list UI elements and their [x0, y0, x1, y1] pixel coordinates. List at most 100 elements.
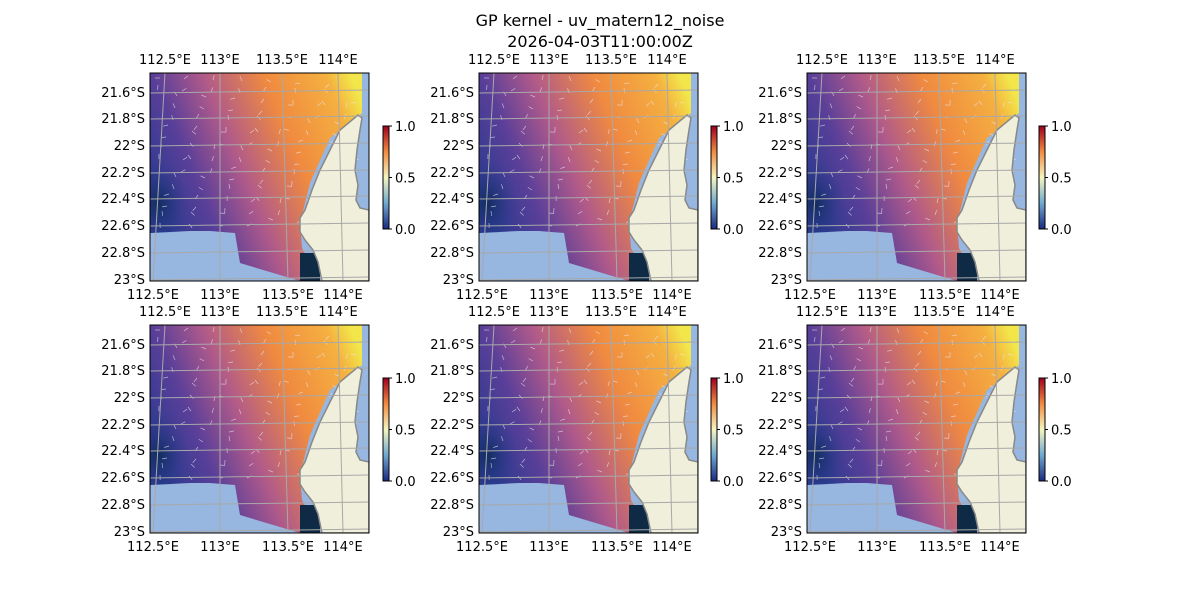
axes-frame	[478, 324, 699, 534]
velocity-arrow	[540, 156, 543, 162]
velocity-arrow	[953, 151, 959, 154]
y-tick-label: 22.2°S	[430, 166, 474, 181]
velocity-arrow	[577, 463, 583, 467]
velocity-arrow	[895, 409, 899, 415]
velocity-arrow	[907, 198, 913, 203]
velocity-arrow	[502, 424, 506, 430]
gridline-lat	[479, 447, 698, 452]
velocity-arrow	[917, 350, 922, 356]
velocity-arrow	[239, 76, 243, 82]
velocity-arrow	[829, 355, 833, 361]
velocity-arrow	[283, 380, 289, 383]
panel-2: 112.5°E 113°E 113.5°E 114°E 112.5°E 113°E 113.…	[430, 53, 743, 303]
velocity-arrow	[962, 130, 966, 136]
gridline-lat	[150, 142, 369, 147]
y-tick-label: 22.8°S	[430, 246, 474, 261]
velocity-arrow	[334, 373, 340, 377]
velocity-arrow	[982, 335, 987, 340]
gridline-lat	[807, 115, 1026, 120]
velocity-arrow	[819, 457, 825, 460]
gridline-lon	[666, 325, 673, 533]
gridline-lat	[150, 169, 369, 174]
y-tick-label: 22.8°S	[758, 246, 802, 261]
gridline-lat	[479, 367, 698, 372]
gridline-lon	[666, 73, 673, 281]
velocity-arrow	[855, 186, 861, 191]
panel-1: 112.5°E 113°E 113.5°E 114°E 112.5°E 113°E 113.…	[101, 53, 415, 303]
velocity-arrow	[231, 418, 237, 421]
velocity-arrow	[210, 339, 214, 345]
velocity-arrow	[193, 377, 198, 383]
velocity-arrow	[298, 391, 304, 395]
x-tick-label-bottom: 112.5°E	[784, 540, 836, 555]
velocity-arrow	[295, 82, 301, 85]
velocity-arrow	[917, 98, 922, 104]
gridline-lat	[807, 421, 1026, 426]
y-tick-label: 21.8°S	[758, 364, 802, 379]
velocity-arrow	[597, 469, 603, 473]
colorbar-tick-label: 1.0	[723, 120, 744, 135]
velocity-arrow	[991, 121, 997, 125]
y-tick-label: 22°S	[443, 391, 474, 406]
velocity-arrow	[636, 118, 640, 124]
velocity-arrow	[249, 129, 255, 134]
velocity-arrow	[559, 97, 565, 100]
velocity-arrow	[254, 127, 259, 133]
velocity-arrow	[925, 469, 931, 473]
colorbar: 0.0 0.5 1.0	[710, 372, 744, 490]
velocity-arrow	[307, 370, 311, 376]
velocity-arrow	[645, 354, 651, 359]
low-value-region	[807, 113, 892, 233]
map-area	[479, 325, 698, 533]
velocity-arrow	[530, 346, 536, 350]
velocity-arrow	[839, 156, 845, 161]
land-coastline	[956, 366, 1026, 533]
velocity-arrow	[198, 186, 204, 191]
velocity-arrow	[887, 349, 893, 352]
gridline-lat	[807, 89, 1026, 94]
velocity-arrow	[922, 160, 928, 164]
velocity-arrow	[597, 217, 603, 221]
velocity-arrow	[962, 382, 966, 388]
velocity-arrow	[606, 210, 610, 216]
gridline-lon	[481, 73, 495, 281]
velocity-arrow	[867, 339, 871, 345]
velocity-arrow	[501, 355, 505, 361]
velocity-arrow	[519, 463, 524, 468]
gridline-lon	[938, 73, 946, 281]
velocity-arrow	[886, 430, 892, 433]
velocity-arrow	[911, 379, 916, 385]
velocity-arrow	[829, 184, 832, 190]
velocity-arrow	[493, 193, 499, 196]
y-tick-label: 21.6°S	[758, 338, 802, 353]
gridline-lon	[281, 73, 289, 281]
land-coastline	[628, 366, 698, 533]
velocity-arrow	[922, 412, 928, 416]
velocity-arrow	[516, 406, 521, 412]
velocity-arrow	[265, 412, 271, 416]
velocity-arrow	[259, 179, 264, 185]
velocity-arrow	[634, 130, 638, 136]
velocity-arrow	[266, 331, 272, 335]
x-tick-label-top: 114°E	[647, 305, 687, 320]
velocity-arrow	[527, 186, 533, 191]
velocity-arrow	[191, 130, 197, 135]
velocity-arrow	[964, 370, 968, 376]
velocity-arrow	[856, 358, 862, 362]
velocity-arrow	[171, 367, 174, 373]
velocity-arrow	[518, 394, 523, 399]
gridline-lat	[150, 421, 369, 426]
velocity-arrow	[511, 156, 517, 161]
velocity-arrow	[837, 169, 843, 173]
map-area	[479, 73, 698, 281]
velocity-arrow	[210, 87, 214, 93]
velocity-arrow	[821, 445, 827, 448]
x-tick-label-top: 112.5°E	[139, 305, 191, 320]
gridline-lat	[479, 528, 698, 533]
velocity-arrow	[829, 103, 833, 109]
velocity-arrow	[846, 394, 851, 399]
low-value-region	[807, 365, 892, 485]
velocity-arrow	[924, 148, 930, 152]
velocity-arrow	[528, 358, 534, 362]
velocity-arrow	[558, 430, 564, 433]
